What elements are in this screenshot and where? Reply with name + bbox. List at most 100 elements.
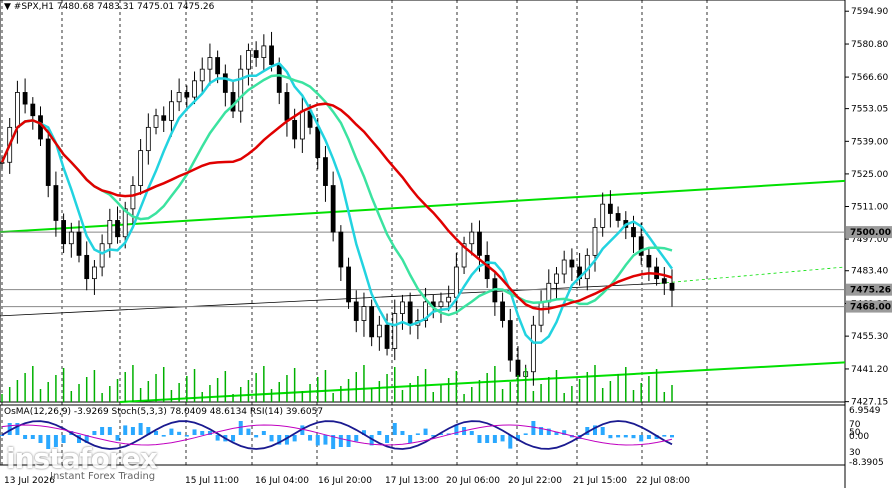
osma-bar (215, 435, 220, 441)
osma-bar (130, 427, 135, 435)
candle-body (376, 324, 382, 338)
osma-bar (623, 435, 628, 438)
osma-bar (84, 435, 89, 443)
candle-body (145, 126, 151, 152)
price-tick-label: 7497.00 (851, 235, 888, 245)
osma-bar (0, 435, 4, 436)
osma-bar (662, 435, 667, 437)
osma-label: OsMA(12,26,9) -3.9269 (4, 407, 109, 417)
chart-header: ▼ #SPX,H1 7480.68 7483.31 7475.01 7475.2… (4, 2, 214, 12)
osma-bar (154, 431, 159, 435)
candle-body (215, 57, 221, 75)
candle-body (461, 243, 467, 268)
candle-body (284, 92, 290, 121)
candle-body (184, 92, 190, 98)
osma-bar (100, 427, 105, 435)
candle-body (130, 185, 136, 210)
osma-bar (277, 435, 282, 445)
osma-bar (423, 428, 428, 435)
candle-body (261, 45, 267, 58)
candle-body (323, 157, 328, 186)
candle-body (115, 220, 120, 238)
osma-bar (400, 431, 405, 435)
candle-body (38, 115, 43, 140)
candle-body (84, 254, 90, 280)
osma-bar (546, 428, 551, 435)
osma-bar (292, 435, 297, 442)
osma-bar (261, 431, 266, 435)
osma-bar (639, 435, 644, 442)
candle-body (246, 50, 251, 70)
candle-body (384, 324, 390, 349)
osma-bar (369, 435, 374, 446)
osma-bar (415, 433, 420, 435)
osma-bar (354, 435, 359, 442)
candle-body (53, 185, 59, 221)
osma-bar (454, 424, 459, 435)
candle-body (530, 324, 536, 373)
candle-body (392, 313, 398, 349)
x-tick-label: 20 Jul 22:00 (508, 476, 562, 486)
osma-bar (161, 435, 166, 437)
osma-bar (500, 435, 505, 442)
indicator-tick-label: 30 (849, 448, 861, 458)
price-tick-label: 7525.00 (851, 170, 888, 180)
osma-bar (477, 435, 482, 443)
price-tick-label: 7580.80 (851, 40, 888, 50)
indicator-tick-label: 70 (849, 420, 861, 430)
candle-body (276, 64, 282, 93)
candle-body (600, 203, 606, 228)
osma-bar (300, 425, 305, 435)
candle-body (546, 282, 552, 303)
osma-bar (431, 435, 436, 437)
candle-body (92, 266, 97, 280)
candle-body (269, 45, 274, 65)
candle-body (538, 301, 544, 326)
osma-bar (200, 431, 205, 435)
candle-body (15, 92, 20, 128)
x-tick-label: 22 Jul 08:00 (636, 476, 690, 486)
candle-body (661, 278, 667, 284)
osma-bar (46, 435, 51, 449)
osma-bar (238, 421, 243, 435)
trend-line-mid-extension (659, 266, 846, 284)
osma-bar (7, 423, 12, 435)
candle-body (338, 231, 344, 268)
osma-bar (192, 429, 197, 435)
osma-bar (585, 427, 590, 435)
candle-body (515, 359, 521, 377)
osma-bar (30, 435, 35, 439)
candle-body (315, 126, 321, 159)
osma-bar (77, 435, 82, 443)
x-tick-label: 13 Jul 2026 (4, 476, 55, 486)
x-tick-label: 17 Jul 13:00 (385, 476, 439, 486)
candle-body (238, 68, 244, 112)
osma-bar (231, 435, 236, 442)
candle-body (561, 259, 567, 275)
candle-body (631, 227, 636, 238)
osma-bar (616, 435, 621, 438)
osma-bar (600, 427, 605, 435)
osma-bar (554, 431, 559, 435)
osma-bar (592, 425, 597, 435)
candle-body (469, 231, 475, 245)
osma-bar (23, 435, 28, 439)
candle-body (361, 306, 367, 321)
chart-menu-arrow-icon[interactable]: ▼ (4, 2, 11, 12)
x-tick-label: 16 Jul 20:00 (318, 476, 372, 486)
symbol-label: #SPX,H1 (13, 2, 54, 12)
candle-body (400, 301, 405, 314)
stochastic-main-line (1, 420, 673, 450)
osma-bar (385, 435, 390, 443)
price-label: 7475.26 (850, 286, 891, 296)
osma-bar (562, 430, 567, 435)
candle-body (299, 110, 305, 140)
candle-body (669, 282, 675, 291)
osma-bar (61, 435, 66, 443)
candle-body (500, 301, 505, 321)
osma-bar (123, 425, 128, 435)
ma-slow-line (0, 102, 673, 311)
osma-bar (654, 435, 659, 439)
